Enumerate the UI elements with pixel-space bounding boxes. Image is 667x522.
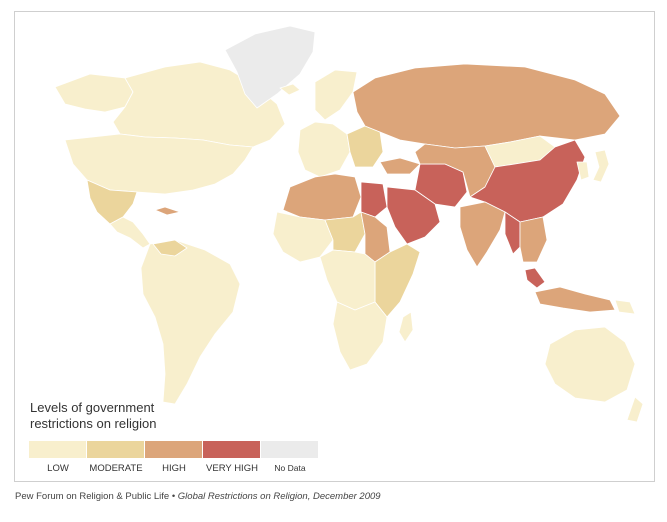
region-scandinavia [314, 69, 358, 121]
region-southeast-asia [519, 216, 548, 263]
region-indonesia [534, 286, 616, 313]
region-cuba [154, 206, 181, 216]
legend-label-moderate: MODERATE [89, 463, 143, 474]
legend-swatch-very-high [203, 441, 260, 458]
region-south-america [140, 239, 241, 405]
region-sahel-africa [324, 211, 366, 253]
legend-label-high: HIGH [162, 463, 186, 474]
region-burma [504, 211, 521, 255]
region-china [469, 139, 586, 223]
region-saudi-arabia [386, 186, 441, 245]
legend-label-low: LOW [47, 463, 69, 474]
region-japan [592, 149, 610, 183]
region-india [459, 201, 506, 268]
source-org: Pew Forum on Religion & Public Life [15, 491, 170, 502]
region-eastern-europe [346, 125, 384, 168]
region-papua-new-guinea [614, 299, 636, 315]
region-madagascar [398, 311, 414, 343]
legend-swatch-high [145, 441, 202, 458]
legend-label-no-data: No Data [274, 463, 306, 473]
region-australia [544, 326, 636, 403]
region-new-zealand [626, 396, 644, 423]
region-central-america [109, 216, 151, 249]
map-frame: Levels of government restrictions on rel… [14, 11, 655, 482]
legend-title: Levels of government restrictions on rel… [30, 400, 230, 432]
region-north-africa [282, 173, 362, 221]
legend-swatch-low [29, 441, 86, 458]
legend-title-line-2: restrictions on religion [30, 416, 157, 431]
region-western-europe [297, 121, 351, 178]
region-central-africa [319, 249, 376, 311]
legend-swatch-no-data [261, 441, 318, 458]
source-credit: Pew Forum on Religion & Public Life • Gl… [15, 491, 381, 502]
legend-title-line-1: Levels of government [30, 400, 155, 415]
region-korea [576, 161, 590, 181]
region-greenland [224, 25, 316, 109]
legend-swatch-moderate [87, 441, 144, 458]
region-venezuela [152, 239, 188, 257]
region-egypt [360, 181, 388, 218]
region-southern-africa [332, 301, 388, 371]
legend-labels: LOW MODERATE HIGH VERY HIGH No Data [29, 463, 319, 474]
region-alaska [54, 73, 134, 113]
source-publication: Global Restrictions on Religion, Decembe… [177, 491, 381, 502]
legend-label-very-high: VERY HIGH [206, 463, 258, 474]
legend-swatches [29, 441, 319, 458]
cropped-title-mark [326, 0, 338, 4]
source-separator: • [169, 491, 178, 502]
region-malaysia [524, 267, 546, 289]
region-iceland [279, 83, 301, 96]
world-map [54, 25, 644, 423]
region-turkey [379, 157, 421, 175]
region-russia [352, 63, 621, 149]
